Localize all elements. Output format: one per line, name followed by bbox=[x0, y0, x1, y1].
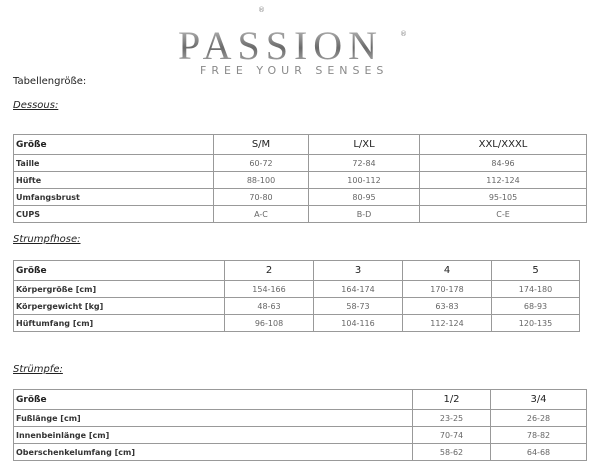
table-row: Umfangsbrust 70-80 80-95 95-105 bbox=[13, 188, 587, 206]
table-cell: 164-174 bbox=[313, 280, 403, 298]
table-cell: 23-25 bbox=[412, 409, 491, 427]
row-label: Oberschenkelumfang [cm] bbox=[13, 443, 413, 461]
section-title-strumpfhose: Strumpfhose: bbox=[13, 234, 81, 245]
table-row: Hüftumfang [cm] 96-108 104-116 112-124 120-1… bbox=[13, 314, 580, 332]
table-row: Körpergewicht [kg] 48-63 58-73 63-83 68-93 bbox=[13, 297, 580, 315]
table-row: Hüfte 88-100 100-112 112-124 bbox=[13, 171, 587, 189]
table-cell: 58-73 bbox=[313, 297, 403, 315]
table-cell: 84-96 bbox=[419, 154, 587, 172]
table-cell: 26-28 bbox=[490, 409, 587, 427]
column-header: 4 bbox=[402, 260, 492, 281]
table-row: CUPS A-C B-D C-E bbox=[13, 205, 587, 223]
table-cell: 63-83 bbox=[402, 297, 492, 315]
table-cell: 48-63 bbox=[224, 297, 314, 315]
table-cell: 70-80 bbox=[213, 188, 309, 206]
row-label: CUPS bbox=[13, 205, 214, 223]
table-cell: 112-124 bbox=[419, 171, 587, 189]
table-strumpfhose: Größe 2 3 4 5 Körpergröße [cm] 154-166 164-174 1… bbox=[13, 260, 580, 332]
table-cell: 58-62 bbox=[412, 443, 491, 461]
column-header: XXL/XXXL bbox=[419, 134, 587, 155]
column-header: 5 bbox=[491, 260, 580, 281]
row-label: Körpergewicht [kg] bbox=[13, 297, 225, 315]
table-cell: 70-74 bbox=[412, 426, 491, 444]
row-label: Größe bbox=[13, 134, 214, 155]
table-header-row: Größe S/M L/XL XXL/XXXL bbox=[13, 134, 587, 155]
column-header: L/XL bbox=[308, 134, 420, 155]
section-title-struempfe: Strümpfe: bbox=[13, 364, 63, 375]
row-label: Hüfte bbox=[13, 171, 214, 189]
table-cell: 68-93 bbox=[491, 297, 580, 315]
table-cell: 72-84 bbox=[308, 154, 420, 172]
row-label: Größe bbox=[13, 389, 413, 410]
table-cell: 112-124 bbox=[402, 314, 492, 332]
table-header-row: Größe 1/2 3/4 bbox=[13, 389, 587, 410]
table-header-row: Größe 2 3 4 5 bbox=[13, 260, 580, 281]
table-cell: 174-180 bbox=[491, 280, 580, 298]
table-dessous: Größe S/M L/XL XXL/XXXL Taille 60-72 72-84 84-9… bbox=[13, 134, 587, 223]
column-header: 3/4 bbox=[490, 389, 587, 410]
table-cell: 100-112 bbox=[308, 171, 420, 189]
row-label: Taille bbox=[13, 154, 214, 172]
row-label: Innenbeinlänge [cm] bbox=[13, 426, 413, 444]
logo-tagline: FREE YOUR SENSES bbox=[200, 64, 389, 77]
table-row: Innenbeinlänge [cm] 70-74 78-82 bbox=[13, 426, 587, 444]
table-cell: 170-178 bbox=[402, 280, 492, 298]
row-label: Hüftumfang [cm] bbox=[13, 314, 225, 332]
table-row: Körpergröße [cm] 154-166 164-174 170-178 174… bbox=[13, 280, 580, 298]
column-header: 2 bbox=[224, 260, 314, 281]
table-cell: 60-72 bbox=[213, 154, 309, 172]
table-cell: 154-166 bbox=[224, 280, 314, 298]
column-header: 1/2 bbox=[412, 389, 491, 410]
table-cell: C-E bbox=[419, 205, 587, 223]
logo-brand: PASSION bbox=[178, 23, 384, 68]
table-row: Oberschenkelumfang [cm] 58-62 64-68 bbox=[13, 443, 587, 461]
table-row: Taille 60-72 72-84 84-96 bbox=[13, 154, 587, 172]
page-heading: Tabellengröße: bbox=[13, 76, 87, 87]
table-row: Fußlänge [cm] 23-25 26-28 bbox=[13, 409, 587, 427]
table-struempfe: Größe 1/2 3/4 Fußlänge [cm] 23-25 26-28 Innenb… bbox=[13, 389, 587, 461]
row-label: Körpergröße [cm] bbox=[13, 280, 225, 298]
table-cell: 78-82 bbox=[490, 426, 587, 444]
table-cell: 95-105 bbox=[419, 188, 587, 206]
table-cell: A-C bbox=[213, 205, 309, 223]
row-label: Umfangsbrust bbox=[13, 188, 214, 206]
table-cell: 96-108 bbox=[224, 314, 314, 332]
table-cell: 120-135 bbox=[491, 314, 580, 332]
table-cell: 88-100 bbox=[213, 171, 309, 189]
registered-mark: ® bbox=[258, 6, 265, 14]
passion-logo: PASSION ® ® FREE YOUR SENSES bbox=[0, 0, 600, 80]
section-title-dessous: Dessous: bbox=[13, 100, 59, 111]
registered-mark: ® bbox=[400, 30, 407, 38]
row-label: Größe bbox=[13, 260, 225, 281]
table-cell: B-D bbox=[308, 205, 420, 223]
table-cell: 80-95 bbox=[308, 188, 420, 206]
column-header: S/M bbox=[213, 134, 309, 155]
column-header: 3 bbox=[313, 260, 403, 281]
row-label: Fußlänge [cm] bbox=[13, 409, 413, 427]
table-cell: 64-68 bbox=[490, 443, 587, 461]
table-cell: 104-116 bbox=[313, 314, 403, 332]
